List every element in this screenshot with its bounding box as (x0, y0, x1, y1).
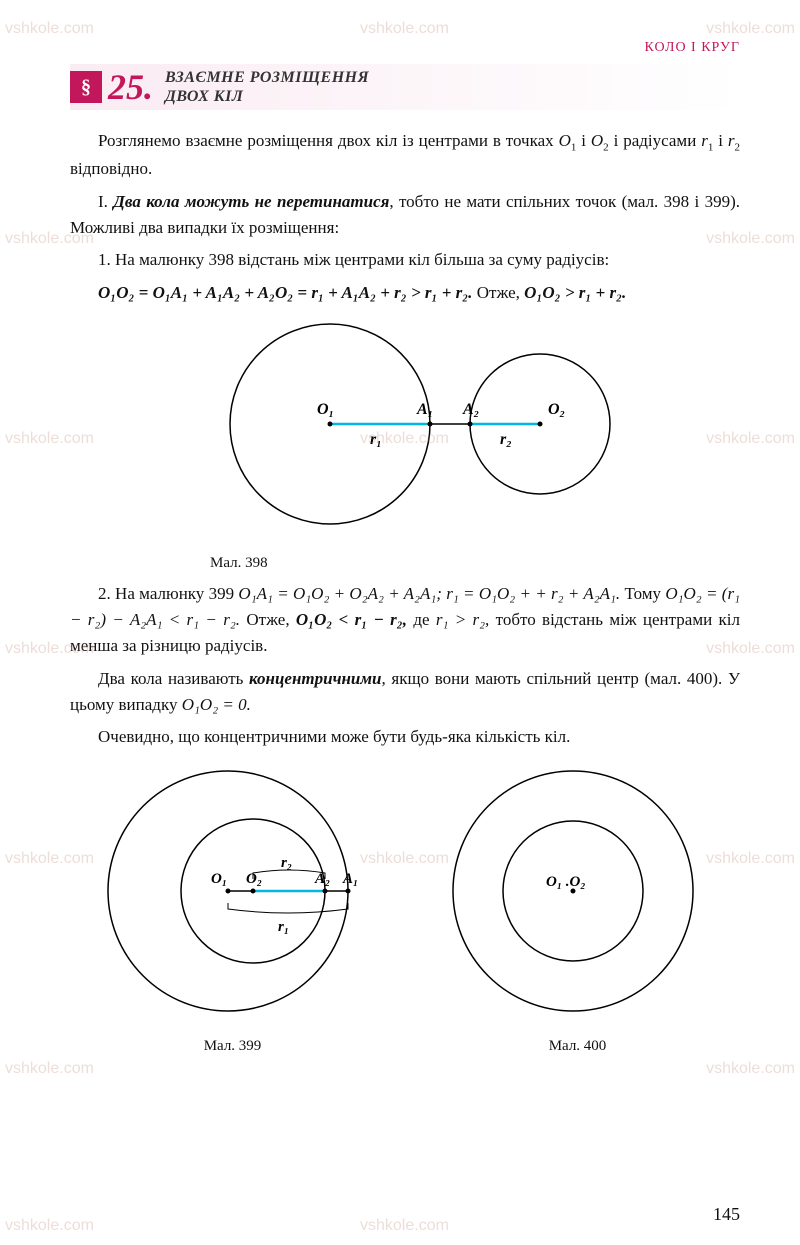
watermark: vshkole.com (360, 1217, 449, 1235)
paragraph-4: 2. На малюнку 399 O₁A₁ = O₁O₂ + O₂A₂ + A… (70, 581, 740, 660)
section-icon: § (70, 71, 102, 103)
section-title-l2: ДВОХ КІЛ (165, 88, 243, 105)
svg-text:r₁: r₁ (370, 431, 382, 448)
body-text: Розглянемо взаємне розміщення двох кіл і… (70, 128, 740, 1058)
chapter-label: КОЛО І КРУГ (70, 40, 740, 56)
svg-text:A₂: A₂ (462, 401, 479, 418)
page: КОЛО І КРУГ § 25. ВЗАЄМНЕ РОЗМІЩЕННЯ ДВО… (0, 0, 800, 1245)
figure-398: O₁ A₁ A₂ O₂ r₁ r₂ Мал. 398 (70, 314, 740, 575)
watermark: vshkole.com (360, 20, 449, 38)
section-number: 25. (108, 66, 153, 108)
svg-text:r₁: r₁ (278, 919, 289, 935)
figure-399-svg: O₁ O₂ A₂ A₁ r₂ r₁ (83, 761, 383, 1031)
svg-text:r₂: r₂ (500, 431, 512, 448)
watermark: vshkole.com (5, 1217, 94, 1235)
section-title: ВЗАЄМНЕ РОЗМІЩЕННЯ ДВОХ КІЛ (165, 68, 369, 106)
paragraph-5: Два кола називають концентричними, якщо … (70, 666, 740, 719)
svg-text:O₂: O₂ (246, 871, 262, 887)
section-header: § 25. ВЗАЄМНЕ РОЗМІЩЕННЯ ДВОХ КІЛ (70, 64, 740, 110)
svg-text:O₂: O₂ (548, 401, 565, 418)
svg-text:A₁: A₁ (342, 871, 358, 887)
svg-text:A₂: A₂ (314, 871, 330, 887)
svg-text:O₁: O₁ (211, 871, 227, 887)
figure-400: O₁ .O₂ Мал. 400 (415, 761, 740, 1058)
svg-text:O₁ .O₂: O₁ .O₂ (546, 874, 586, 890)
figure-400-svg: O₁ .O₂ (428, 761, 728, 1031)
figure-399: O₁ O₂ A₂ A₁ r₂ r₁ Мал. 399 (70, 761, 395, 1058)
watermark: vshkole.com (706, 20, 795, 38)
section-title-l1: ВЗАЄМНЕ РОЗМІЩЕННЯ (165, 69, 369, 86)
paragraph-1: Розглянемо взаємне розміщення двох кіл і… (70, 128, 740, 183)
watermark: vshkole.com (706, 1060, 795, 1078)
page-number: 145 (713, 1204, 740, 1225)
figure-399-caption: Мал. 399 (204, 1035, 262, 1058)
paragraph-2: І. Два кола можуть не перетинатися, тобт… (70, 189, 740, 242)
figure-400-caption: Мал. 400 (549, 1035, 607, 1058)
paragraph-3: 1. На малюнку 398 відстань між центрами … (70, 247, 740, 273)
svg-text:A₁: A₁ (416, 401, 433, 418)
watermark: vshkole.com (5, 20, 94, 38)
svg-text:O₁: O₁ (317, 401, 334, 418)
svg-text:r₂: r₂ (281, 855, 292, 871)
formula-1: O₁O₂ = O₁A₁ + A₁A₂ + A₂O₂ = r₁ + A₁A₂ + … (70, 280, 740, 306)
figure-398-svg: O₁ A₁ A₂ O₂ r₁ r₂ (170, 314, 640, 539)
watermark: vshkole.com (5, 1060, 94, 1078)
paragraph-6: Очевидно, що концентричними може бути бу… (70, 724, 740, 750)
bottom-figures: O₁ O₂ A₂ A₁ r₂ r₁ Мал. 399 O₁ .O₂ Мал. 4… (70, 761, 740, 1058)
figure-398-caption: Мал. 398 (210, 552, 640, 575)
